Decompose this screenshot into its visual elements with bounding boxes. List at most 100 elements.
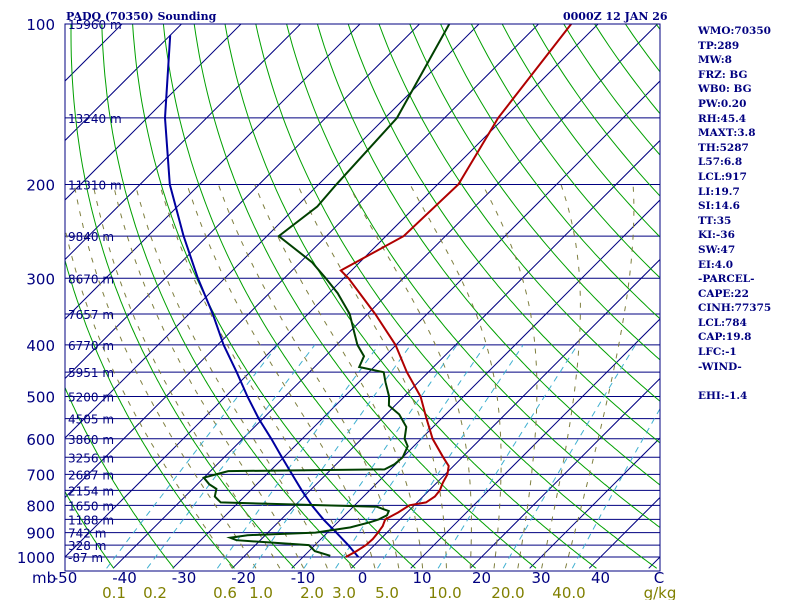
sounding-index-item: EI:4.0 xyxy=(698,258,734,271)
sounding-index-item: CINH:77375 xyxy=(698,302,772,315)
height-label: 742 m xyxy=(68,527,106,541)
sounding-index-item: L57:6.8 xyxy=(698,156,743,169)
sounding-index-item: TT:35 xyxy=(698,214,732,227)
dry-adiabat-line xyxy=(65,490,115,569)
temperature-tick-label: -40 xyxy=(112,569,137,587)
pressure-tick-label: 600 xyxy=(26,431,55,449)
dewpoint-line xyxy=(202,24,451,557)
mixing-ratio-label: 1.0 xyxy=(249,584,273,600)
height-label: 5951 m xyxy=(68,366,114,380)
sounding-index-item xyxy=(698,374,798,389)
moist-adiabat-line xyxy=(297,184,447,569)
mixing-ratio-line xyxy=(252,344,412,569)
moist-adiabat-line xyxy=(134,184,328,569)
isotherm-line xyxy=(65,24,361,320)
chart-title: PADQ (70350) Sounding xyxy=(66,10,217,23)
sounding-profiles xyxy=(163,24,572,558)
plot-frame xyxy=(64,23,661,572)
dry-adiabat-line xyxy=(65,386,175,569)
dry-adiabat-line xyxy=(470,24,660,279)
mixing-ratio-line xyxy=(437,344,578,569)
temperature-tick-label: -50 xyxy=(53,569,78,587)
grid-lines xyxy=(65,24,660,569)
moist-adiabat-line xyxy=(482,184,538,569)
temperature-tick-label: 40 xyxy=(591,569,610,587)
dry-adiabat-line xyxy=(70,24,296,569)
pressure-tick-label: 200 xyxy=(26,176,55,194)
moist-adiabat-line xyxy=(73,184,257,569)
mixing-ratio-label: 0.6 xyxy=(213,584,237,600)
dry-adiabat-line xyxy=(440,24,660,320)
isotherm-line xyxy=(410,318,660,569)
sounding-index-item: MW:8 xyxy=(698,54,732,67)
isotherm-line xyxy=(350,258,660,569)
mixing-ratio-label: 0.1 xyxy=(102,584,126,600)
mixing-ratio-line xyxy=(377,344,524,569)
sounding-index-item: EHI:-1.4 xyxy=(698,389,748,402)
height-label: 4505 m xyxy=(68,413,114,427)
height-label: 6770 m xyxy=(68,339,114,353)
height-label: 8670 m xyxy=(68,272,114,286)
isotherm-line xyxy=(65,24,242,201)
sounding-index-item: LCL:784 xyxy=(698,316,747,329)
sounding-index-item: PW:0.20 xyxy=(698,97,747,110)
pressure-tick-label: 400 xyxy=(26,337,55,355)
sounding-index-item: TH:5287 xyxy=(698,141,749,154)
height-label: 1650 m xyxy=(68,499,114,513)
height-label: 9840 m xyxy=(68,230,114,244)
pressure-tick-label: 500 xyxy=(26,389,55,407)
sounding-index-item: TP:289 xyxy=(698,39,740,52)
sounding-index-item: MAXT:3.8 xyxy=(698,127,756,140)
pressure-tick-label: 700 xyxy=(26,466,55,484)
height-label: -87 m xyxy=(68,551,103,565)
height-label: 5200 m xyxy=(68,391,114,405)
height-label: 3256 m xyxy=(68,451,114,465)
moist-adiabat-line xyxy=(564,184,635,569)
dry-adiabat-line xyxy=(162,24,477,569)
sounding-index-item: SW:47 xyxy=(698,243,736,256)
height-label: 1188 m xyxy=(68,513,114,527)
sounding-index-item: SI:14.6 xyxy=(698,200,740,213)
moist-adiabat-line xyxy=(217,184,400,569)
pressure-tick-label: 1000 xyxy=(17,549,55,567)
temperature-tick-label: 0 xyxy=(358,569,368,587)
dry-adiabat-line xyxy=(132,24,416,569)
sounding-indices-panel: WMO:70350 TP:289 MW:8 FRZ: BG WB0: BG PW:0.20… xyxy=(698,24,798,403)
isotherm-line xyxy=(65,24,539,499)
sounding-index-item: WB0: BG xyxy=(698,83,752,96)
dry-adiabat-line xyxy=(255,24,657,569)
mixing-ratio-label: 2.0 xyxy=(300,584,324,600)
dry-adiabat-line xyxy=(347,24,660,444)
isotherm-line xyxy=(65,24,480,439)
temperature-tick-label: -10 xyxy=(291,569,316,587)
isotherm-line xyxy=(65,24,599,558)
mixing-ratio-line xyxy=(303,344,458,569)
temperature-line xyxy=(339,24,572,558)
sounding-index-item: LFC:-1 xyxy=(698,346,737,359)
dry-adiabat-line xyxy=(409,24,660,361)
moist-adiabat-line xyxy=(348,184,472,569)
isotherm-line xyxy=(65,24,301,261)
dry-adiabat-line xyxy=(193,24,537,569)
dry-adiabat-line xyxy=(224,24,597,569)
temperature-tick-label: -20 xyxy=(231,569,256,587)
sounding-index-item: LCL:917 xyxy=(698,170,747,183)
dry-adiabat-line xyxy=(378,24,660,402)
moist-adiabat-line xyxy=(254,184,424,569)
height-label: 15960 m xyxy=(68,18,122,32)
mixing-ratio-label: 3.0 xyxy=(332,584,356,600)
height-label: 13240 m xyxy=(68,112,122,126)
mixing-ratio-label: 20.0 xyxy=(491,584,524,600)
height-label: 328 m xyxy=(68,539,106,553)
dry-adiabat-line xyxy=(316,24,660,486)
height-label: 2687 m xyxy=(68,468,114,482)
dry-adiabat-line xyxy=(101,24,356,569)
moist-adiabat-line xyxy=(541,184,581,569)
mixing-ratio-line xyxy=(335,344,486,569)
moist-adiabat-line xyxy=(112,184,305,569)
sounding-index-item: CAP:19.8 xyxy=(698,331,752,344)
sounding-index-item: KI:-36 xyxy=(698,229,735,242)
